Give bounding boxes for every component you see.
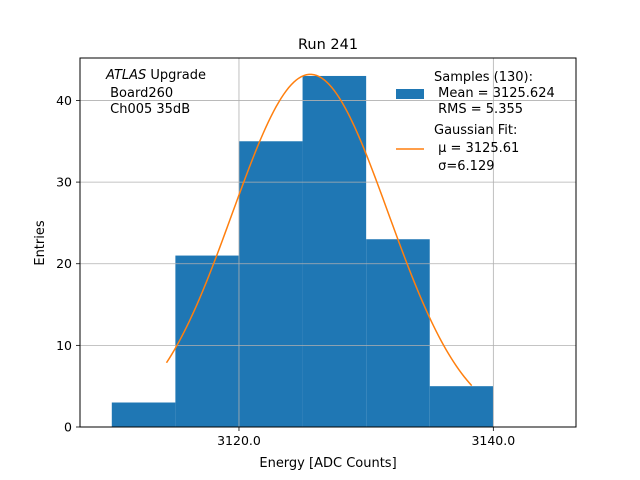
y-tick-label: 40 bbox=[56, 93, 72, 108]
y-axis-ticks: 0 10 20 30 40 bbox=[56, 93, 80, 435]
y-axis-label: Entries bbox=[33, 220, 48, 266]
legend-hist-swatch bbox=[396, 89, 424, 99]
legend-fit-line-1: Gaussian Fit: bbox=[434, 123, 517, 138]
atlas-annotation: ATLAS Upgrade Board260 Ch005 35dB bbox=[105, 68, 206, 117]
y-tick-label: 0 bbox=[64, 420, 72, 435]
histogram-bar bbox=[175, 255, 239, 427]
fit-curve-layer bbox=[165, 73, 473, 387]
legend-fit-line-2: μ = 3125.61 bbox=[434, 141, 519, 156]
histogram-bar bbox=[366, 239, 430, 427]
legend-hist-line-1: Samples (130): bbox=[434, 70, 533, 85]
legend-hist-line-2: Mean = 3125.624 bbox=[434, 86, 555, 101]
gaussian-fit-curve bbox=[165, 73, 473, 387]
x-axis-label: Energy [ADC Counts] bbox=[259, 456, 396, 471]
x-tick-label: 3140.0 bbox=[471, 433, 515, 448]
annotation-atlas: ATLAS bbox=[105, 68, 146, 83]
histogram-bar bbox=[238, 141, 303, 428]
y-tick-label: 20 bbox=[56, 256, 72, 271]
annotation-upgrade: Upgrade bbox=[146, 68, 206, 83]
x-tick-label: 3120.0 bbox=[217, 433, 261, 448]
legend-fit-line-3: σ=6.129 bbox=[434, 159, 494, 174]
y-tick-label: 30 bbox=[56, 175, 72, 190]
annotation-line-2: Board260 bbox=[106, 86, 173, 101]
histogram-bars bbox=[111, 75, 494, 428]
histogram-bar bbox=[429, 386, 494, 427]
axes-frame bbox=[79, 57, 577, 428]
y-tick-label: 10 bbox=[56, 338, 72, 353]
legend: Samples (130): Mean = 3125.624 RMS = 5.3… bbox=[396, 70, 555, 174]
histogram-bar bbox=[111, 402, 176, 427]
histogram-bar bbox=[302, 75, 367, 427]
annotation-line-1: ATLAS Upgrade bbox=[105, 68, 206, 83]
annotation-line-3: Ch005 35dB bbox=[106, 102, 190, 117]
chart-title: Run 241 bbox=[298, 37, 358, 53]
legend-hist-line-3: RMS = 5.355 bbox=[434, 102, 523, 117]
x-axis-ticks: 3120.0 3140.0 bbox=[217, 427, 515, 448]
